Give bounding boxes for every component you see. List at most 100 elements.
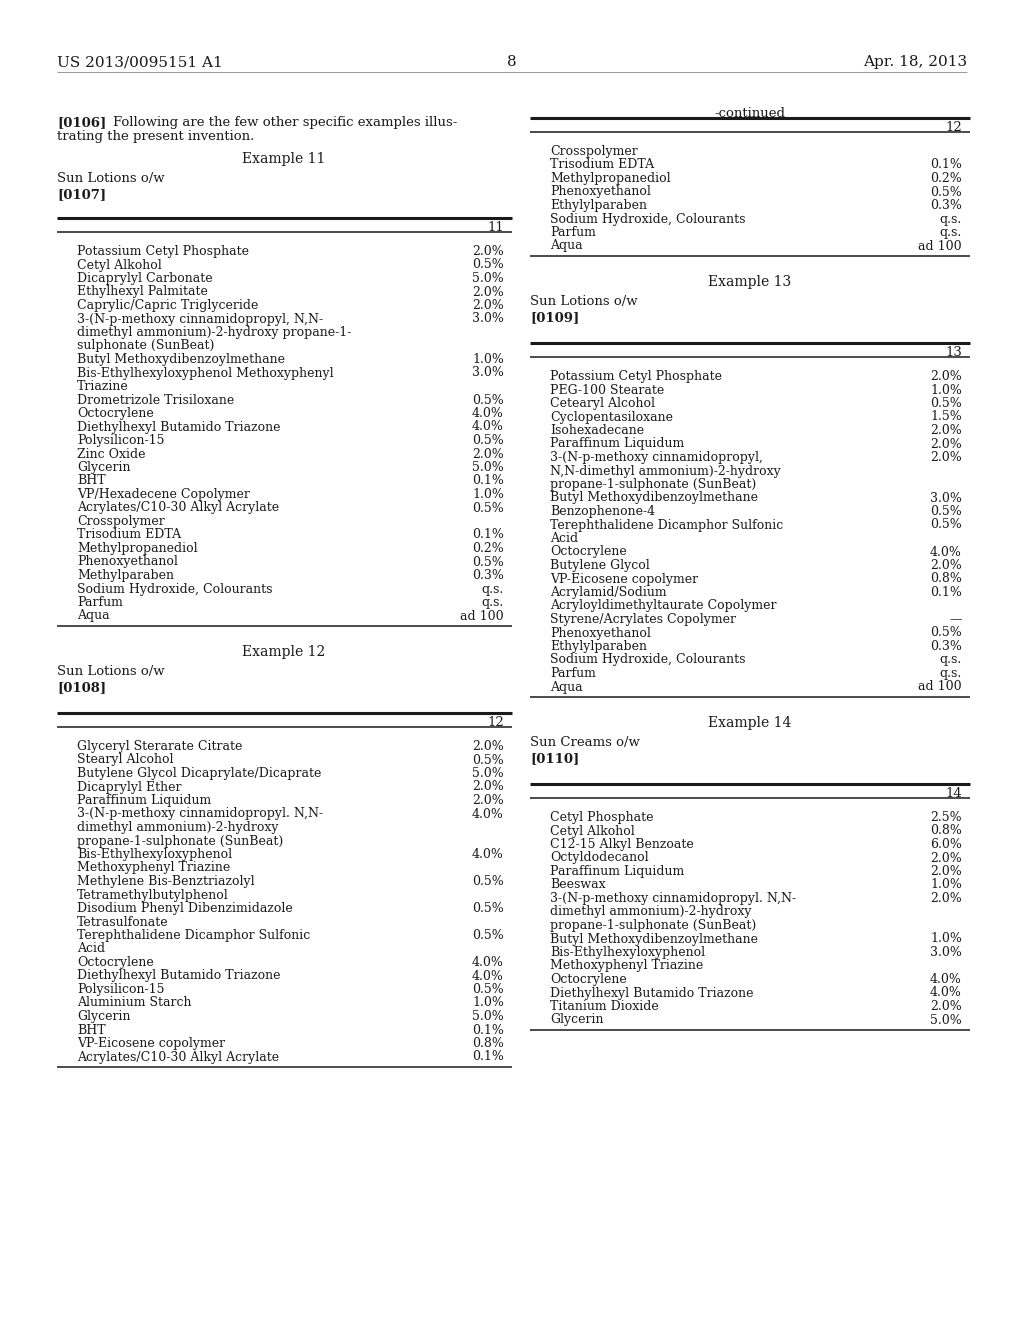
Text: 0.5%: 0.5% [472,929,504,942]
Text: N,N-dimethyl ammonium)-2-hydroxy: N,N-dimethyl ammonium)-2-hydroxy [550,465,780,478]
Text: 0.3%: 0.3% [930,640,962,653]
Text: Acid: Acid [550,532,579,545]
Text: Paraffinum Liquidum: Paraffinum Liquidum [550,437,684,450]
Text: 5.0%: 5.0% [472,461,504,474]
Text: q.s.: q.s. [940,667,962,680]
Text: 0.1%: 0.1% [930,158,962,172]
Text: Caprylic/Capric Triglyceride: Caprylic/Capric Triglyceride [77,300,258,312]
Text: Glycerin: Glycerin [77,461,130,474]
Text: Styrene/Acrylates Copolymer: Styrene/Acrylates Copolymer [550,612,736,626]
Text: Octyldodecanol: Octyldodecanol [550,851,648,865]
Text: -continued: -continued [715,107,785,120]
Text: 12: 12 [487,715,504,729]
Text: Methylene Bis-Benztriazolyl: Methylene Bis-Benztriazolyl [77,875,255,888]
Text: 0.1%: 0.1% [472,474,504,487]
Text: 0.5%: 0.5% [930,627,962,639]
Text: Methylparaben: Methylparaben [77,569,174,582]
Text: Tetramethylbutylphenol: Tetramethylbutylphenol [77,888,228,902]
Text: Example 14: Example 14 [709,715,792,730]
Text: Glycerin: Glycerin [550,1014,603,1027]
Text: Titanium Dioxide: Titanium Dioxide [550,1001,658,1012]
Text: 2.0%: 2.0% [472,300,504,312]
Text: 0.5%: 0.5% [472,983,504,997]
Text: Methylpropanediol: Methylpropanediol [550,172,671,185]
Text: Sun Lotions o/w: Sun Lotions o/w [57,172,165,185]
Text: 2.0%: 2.0% [472,447,504,461]
Text: Phenoxyethanol: Phenoxyethanol [77,556,178,569]
Text: Octocrylene: Octocrylene [550,973,627,986]
Text: Zinc Oxide: Zinc Oxide [77,447,145,461]
Text: 0.3%: 0.3% [930,199,962,213]
Text: Octocrylene: Octocrylene [550,545,627,558]
Text: Tetrasulfonate: Tetrasulfonate [77,916,169,928]
Text: 5.0%: 5.0% [472,272,504,285]
Text: Sodium Hydroxide, Colourants: Sodium Hydroxide, Colourants [550,653,745,667]
Text: Terephthalidene Dicamphor Sulfonic: Terephthalidene Dicamphor Sulfonic [550,519,783,532]
Text: Cyclopentasiloxane: Cyclopentasiloxane [550,411,673,424]
Text: 5.0%: 5.0% [472,767,504,780]
Text: dimethyl ammonium)-2-hydroxy: dimethyl ammonium)-2-hydroxy [550,906,752,919]
Text: 4.0%: 4.0% [472,407,504,420]
Text: Drometrizole Trisiloxane: Drometrizole Trisiloxane [77,393,234,407]
Text: 3-(N-p-methoxy cinnamidopropyl. N,N-: 3-(N-p-methoxy cinnamidopropyl. N,N- [77,808,324,821]
Text: VP/Hexadecene Copolymer: VP/Hexadecene Copolymer [77,488,250,502]
Text: 0.5%: 0.5% [930,397,962,411]
Text: Cetearyl Alcohol: Cetearyl Alcohol [550,397,655,411]
Text: Diethylhexyl Butamido Triazone: Diethylhexyl Butamido Triazone [550,986,754,999]
Text: 2.0%: 2.0% [930,437,962,450]
Text: 1.0%: 1.0% [472,997,504,1010]
Text: 2.0%: 2.0% [930,424,962,437]
Text: dimethyl ammonium)-2-hydroxy: dimethyl ammonium)-2-hydroxy [77,821,279,834]
Text: propane-1-sulphonate (SunBeat): propane-1-sulphonate (SunBeat) [550,478,757,491]
Text: 2.5%: 2.5% [931,810,962,824]
Text: Sun Lotions o/w: Sun Lotions o/w [57,665,165,678]
Text: 14: 14 [945,787,962,800]
Text: Potassium Cetyl Phosphate: Potassium Cetyl Phosphate [77,246,249,257]
Text: VP-Eicosene copolymer: VP-Eicosene copolymer [77,1038,225,1049]
Text: Acryloyldimethyltaurate Copolymer: Acryloyldimethyltaurate Copolymer [550,599,776,612]
Text: 0.5%: 0.5% [930,506,962,517]
Text: Cetyl Alkohol: Cetyl Alkohol [77,259,162,272]
Text: Aqua: Aqua [550,239,583,252]
Text: 3-(N-p-methoxy cinnamidopropyl, N,N-: 3-(N-p-methoxy cinnamidopropyl, N,N- [77,313,324,326]
Text: Example 11: Example 11 [243,152,326,166]
Text: Following are the few other specific examples illus-: Following are the few other specific exa… [113,116,458,129]
Text: 4.0%: 4.0% [472,421,504,433]
Text: 3-(N-p-methoxy cinnamidopropyl,: 3-(N-p-methoxy cinnamidopropyl, [550,451,763,465]
Text: 4.0%: 4.0% [472,956,504,969]
Text: VP-Eicosene copolymer: VP-Eicosene copolymer [550,573,698,586]
Text: Parfum: Parfum [550,667,596,680]
Text: Butylene Glycol Dicaprylate/Dicaprate: Butylene Glycol Dicaprylate/Dicaprate [77,767,322,780]
Text: PEG-100 Stearate: PEG-100 Stearate [550,384,665,396]
Text: Aqua: Aqua [550,681,583,693]
Text: Ethylylparaben: Ethylylparaben [550,640,647,653]
Text: 0.5%: 0.5% [472,556,504,569]
Text: Dicaprylyl Ether: Dicaprylyl Ether [77,780,181,793]
Text: q.s.: q.s. [940,226,962,239]
Text: Polysilicon-15: Polysilicon-15 [77,983,165,997]
Text: BHT: BHT [77,474,105,487]
Text: Dicaprylyl Carbonate: Dicaprylyl Carbonate [77,272,213,285]
Text: q.s.: q.s. [940,653,962,667]
Text: 6.0%: 6.0% [930,838,962,851]
Text: 1.0%: 1.0% [930,879,962,891]
Text: Butyl Methoxydibenzoylmethane: Butyl Methoxydibenzoylmethane [550,932,758,945]
Text: Octocrylene: Octocrylene [77,956,154,969]
Text: sulphonate (SunBeat): sulphonate (SunBeat) [77,339,214,352]
Text: Methylpropanediol: Methylpropanediol [77,543,198,554]
Text: 4.0%: 4.0% [472,969,504,982]
Text: C12-15 Alkyl Benzoate: C12-15 Alkyl Benzoate [550,838,693,851]
Text: 0.8%: 0.8% [930,825,962,837]
Text: Diethylhexyl Butamido Triazone: Diethylhexyl Butamido Triazone [77,421,281,433]
Text: Phenoxyethanol: Phenoxyethanol [550,627,651,639]
Text: 1.0%: 1.0% [472,488,504,502]
Text: trating the present invention.: trating the present invention. [57,129,254,143]
Text: 2.0%: 2.0% [472,741,504,752]
Text: 0.2%: 0.2% [930,172,962,185]
Text: 0.5%: 0.5% [472,259,504,272]
Text: Butyl Methoxydibenzoylmethane: Butyl Methoxydibenzoylmethane [550,491,758,504]
Text: Glycerin: Glycerin [77,1010,130,1023]
Text: 0.1%: 0.1% [472,528,504,541]
Text: Potassium Cetyl Phosphate: Potassium Cetyl Phosphate [550,370,722,383]
Text: [0110]: [0110] [530,752,580,766]
